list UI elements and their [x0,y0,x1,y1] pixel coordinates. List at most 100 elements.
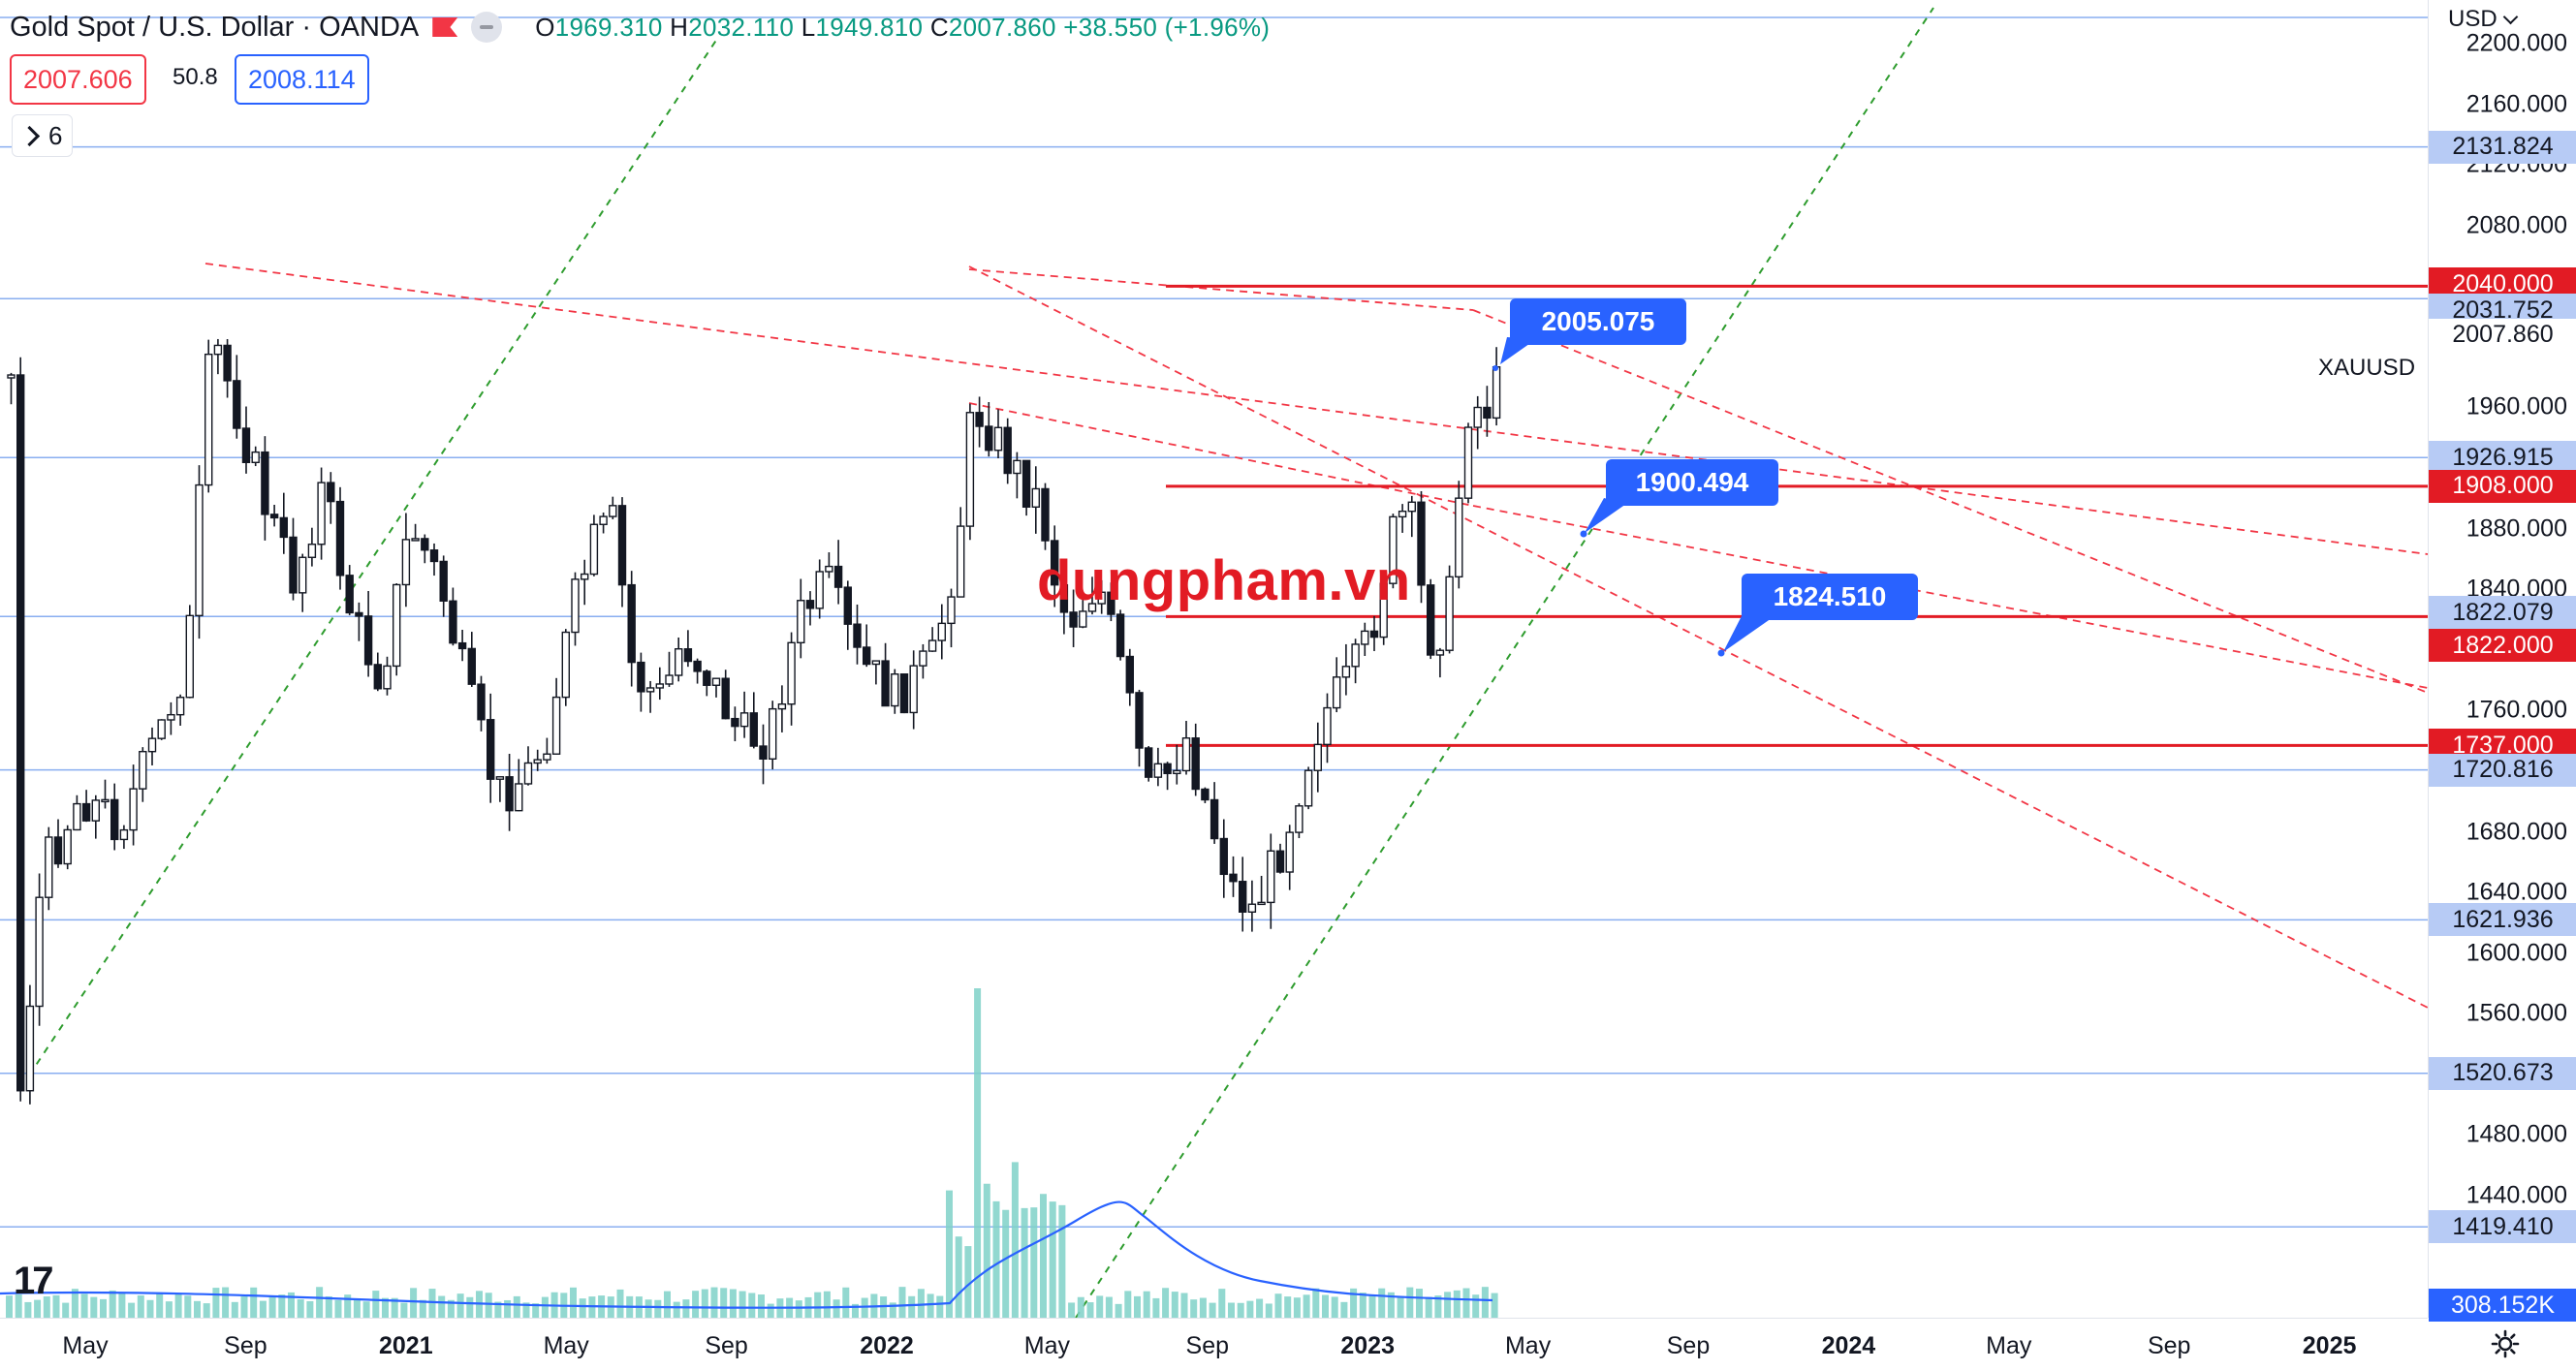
candle-body [1351,643,1360,668]
candle-body [1201,788,1209,801]
volume-bar [1434,1295,1442,1318]
volume-bar [664,1291,671,1318]
volume-bar [1331,1296,1338,1318]
indicators-toggle[interactable]: 6 [12,114,74,157]
volume-bar [1462,1288,1470,1318]
callout-pointer [1585,498,1626,533]
candle-body [1229,873,1238,883]
volume-bar [917,1289,925,1318]
price-chart[interactable] [0,0,2428,1318]
time-tick-label: 2023 [1340,1332,1395,1359]
candle-body [759,745,768,760]
buy-button[interactable]: 2008.114 [235,54,369,105]
volume-bar [438,1295,446,1318]
price-scale[interactable]: USD 2200.000 2160.000 2120.000 2080.000 1960… [2428,0,2576,1322]
volume-bar [1058,1204,1066,1318]
candle-body [581,573,589,580]
volume-bar [222,1287,230,1318]
volume-bar [729,1289,737,1318]
sell-button[interactable]: 2007.606 [10,54,146,105]
candle-body [261,451,269,515]
watermark: dungpham.vn [1037,549,1411,612]
volume-bar [992,1200,1000,1318]
volume-bar [852,1303,859,1318]
price-callout[interactable]: 1824.510 [1742,574,1918,620]
candle-body [1379,582,1388,639]
volume-bar [1049,1201,1056,1318]
gear-icon[interactable] [2491,1329,2520,1358]
volume-bar [1209,1302,1216,1318]
candle-body [81,802,91,822]
high-value: 2032.110 [688,12,795,42]
currency-selector[interactable]: USD [2448,6,2518,33]
price-tick-label: 1600.000 [2466,939,2567,967]
volume-bar [1481,1287,1489,1318]
price-tick-label: 1560.000 [2466,999,2567,1027]
candle-body [1445,576,1454,651]
close-value: 2007.860 [948,12,1056,42]
volume-bar [1105,1296,1113,1318]
volume-bar [485,1293,492,1318]
candle-body [1313,743,1323,771]
price-tick-label: 1680.000 [2466,818,2567,846]
candle-body [119,828,129,841]
volume-bar [720,1288,728,1318]
price-callout[interactable]: 2005.075 [1510,298,1686,345]
volume-bar [1256,1298,1264,1318]
candle-body [899,673,909,714]
chevron-right-icon [18,125,41,146]
candle-body [815,571,824,609]
volume-bar [15,1293,22,1318]
volume-bar [1002,1209,1010,1318]
candle-body [871,660,881,666]
volume-bar [1397,1295,1404,1318]
tradingview-logo[interactable]: 17 [14,1260,53,1302]
volume-bar [128,1302,136,1318]
volume-bar [1096,1295,1104,1318]
red-trend-line [1472,505,2428,689]
green-trend-line [1075,7,1934,1318]
candle-body [35,896,44,1008]
volume-bar [1180,1293,1188,1318]
symbol-title[interactable]: Gold Spot / U.S. Dollar · OANDA [10,11,420,43]
red-trend-line [204,263,2428,555]
candle-body [693,660,702,672]
candle-body [665,674,674,685]
volume-bar [936,1295,944,1318]
volume-bar [1021,1207,1028,1318]
candle-body [1144,747,1153,778]
volume-bar [306,1300,314,1318]
candle-body [1398,511,1407,518]
candle-body [1275,850,1285,873]
candle-body [1417,501,1426,586]
candle-body [551,696,561,755]
volume-bar [1453,1290,1461,1318]
candle-body [110,798,119,841]
volume-bar [6,1295,13,1318]
volume-bar [1143,1291,1150,1318]
price-tick-label: 1760.000 [2466,696,2567,724]
volume-bar [1274,1293,1282,1318]
chart-pane[interactable] [0,0,2428,1318]
candle-body [467,647,476,685]
candle-body [1463,426,1473,499]
volume-bar [278,1294,286,1318]
volume-bar [1303,1294,1310,1318]
price-callout[interactable]: 1900.494 [1606,459,1778,506]
candle-body [1050,540,1059,586]
flag-icon[interactable] [432,17,458,37]
candle-body [307,544,317,558]
volume-bar [1359,1293,1367,1318]
callout-anchor [1717,649,1725,657]
candle-body [157,719,166,739]
candle-body [53,836,63,865]
candle-body [429,549,439,563]
volume-bar [447,1299,455,1318]
volume-bar [250,1287,258,1318]
callout-anchor [1492,365,1498,371]
candle-body [1163,763,1172,775]
time-axis[interactable]: May Sep 2021 May Sep 2022 May Sep 2023 May Sep 2024… [0,1318,2428,1371]
volume-bar [137,1295,144,1318]
price-badge: 1822.000 [2429,629,2576,663]
candle-body [383,665,392,690]
